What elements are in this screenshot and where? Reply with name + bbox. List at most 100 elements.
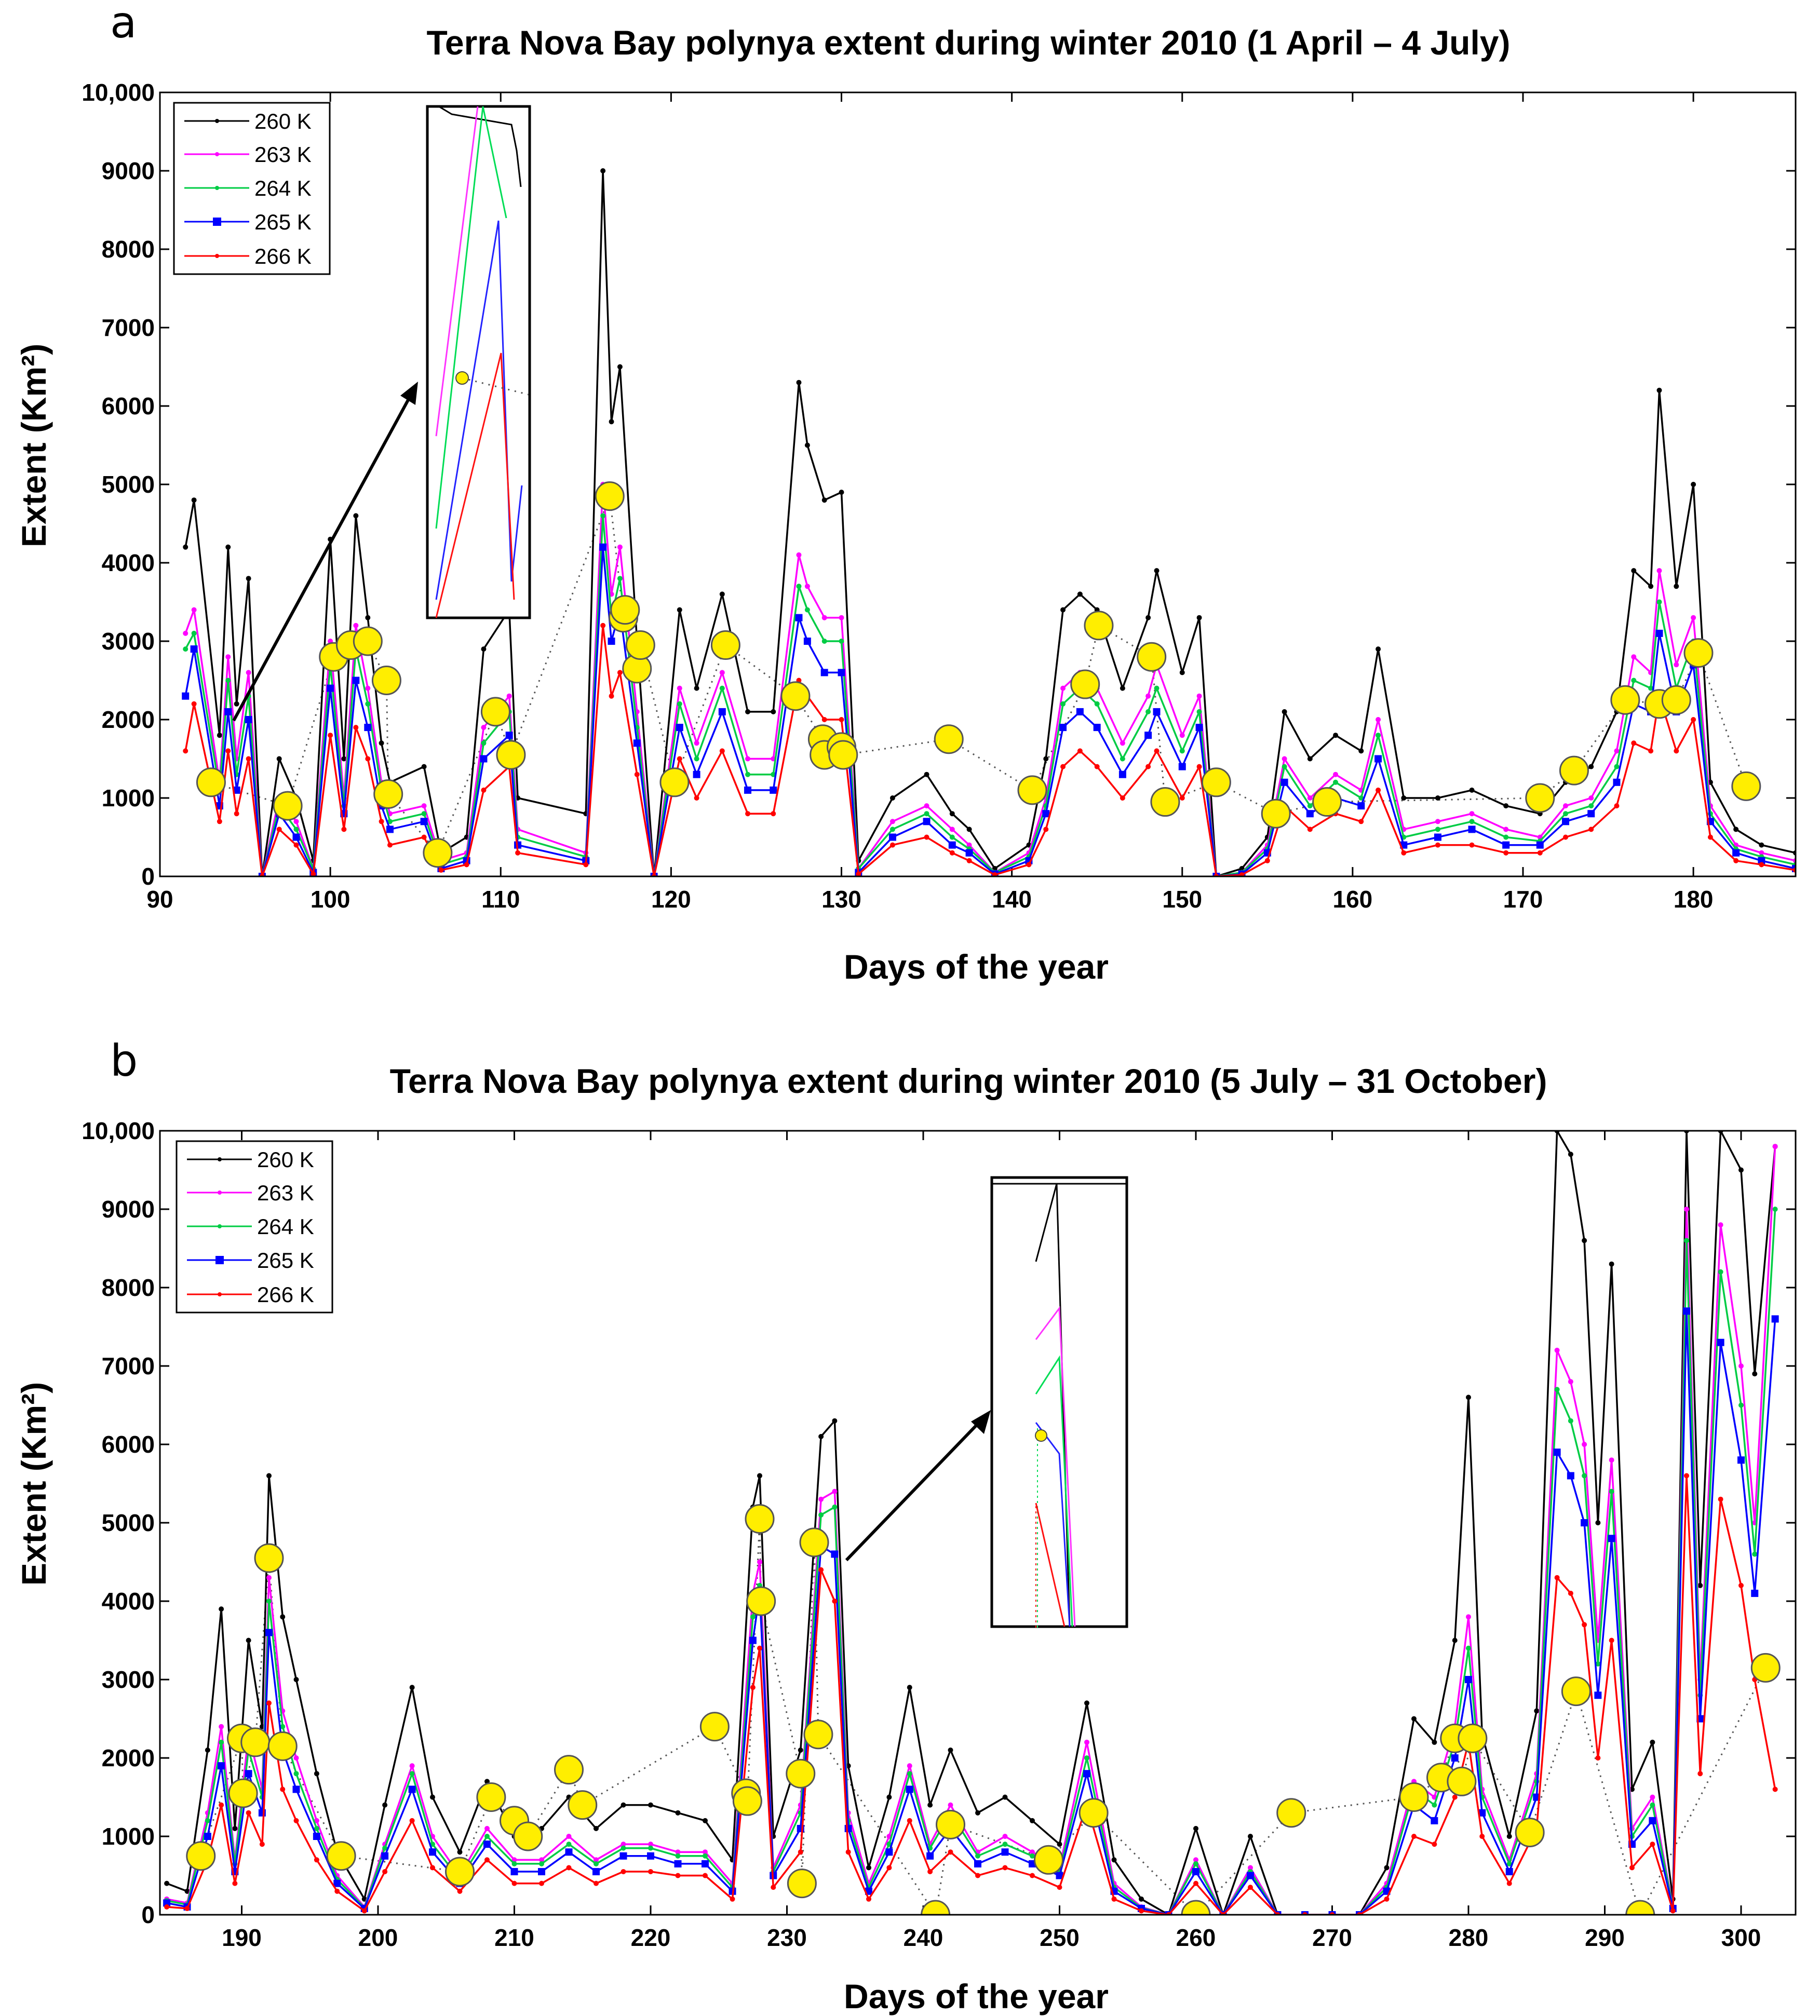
- panel-a-ylabel: Extent (Km²): [15, 344, 53, 547]
- panel-b-point-265k: [1771, 1315, 1779, 1323]
- panel-b-point-260k: [948, 1747, 953, 1753]
- panel-a-point-265k: [1280, 778, 1288, 786]
- inset-b-line-264k: [1035, 1355, 1073, 1627]
- panel-a-point-265k: [233, 786, 240, 794]
- panel-a-point-265k: [608, 638, 615, 645]
- panel-a-point-265k: [1655, 629, 1663, 637]
- panel-b-yellow-circle: [803, 1720, 833, 1750]
- panel-b-inset-arrowhead: [971, 1410, 991, 1434]
- panel-a-point-263k: [1120, 740, 1125, 746]
- panel-b-point-266k: [457, 1888, 463, 1894]
- panel-a-yellow-circle: [659, 767, 690, 797]
- panel-b-point-265k: [1594, 1692, 1602, 1699]
- panel-b-point-265k: [408, 1785, 416, 1793]
- panel-b-xtick-label: 280: [1449, 1924, 1489, 1951]
- panel-a-point-265k: [1093, 724, 1101, 732]
- panel-a-yellow-circle: [780, 681, 811, 711]
- panel-b-point-265k: [1083, 1770, 1090, 1778]
- panel-b-point-265k: [1737, 1456, 1745, 1464]
- panel-b-point-266k: [266, 1700, 272, 1706]
- panel-a-point-260k: [481, 646, 487, 652]
- panel-b-point-266k: [1432, 1842, 1437, 1847]
- panel-b-point-264k: [280, 1724, 286, 1729]
- panel-a-series-line-266k: [184, 625, 1796, 876]
- panel-b-point-264k: [219, 1739, 224, 1745]
- panel-a-point-265k: [327, 684, 334, 692]
- panel-a-point-263k: [924, 803, 929, 809]
- panel-b-point-264k: [1030, 1853, 1035, 1859]
- panel-b-point-263k: [1030, 1849, 1035, 1855]
- panel-a-point-263k: [839, 615, 844, 620]
- panel-b-point-264k: [293, 1771, 299, 1777]
- panel-a-yellow-circle: [625, 630, 655, 660]
- panel-a-point-265k: [364, 724, 372, 732]
- panel-a-point-264k: [600, 513, 606, 519]
- panel-a-point-266k: [1674, 748, 1679, 754]
- panel-b-point-266k: [1738, 1582, 1744, 1588]
- panel-b-point-260k: [818, 1433, 824, 1439]
- panel-b-ytick-label: 1000: [102, 1823, 155, 1850]
- panel-b-point-264k: [750, 1614, 756, 1620]
- panel-a-yellow-circle: [710, 630, 740, 660]
- panel-a-point-266k: [234, 811, 239, 817]
- panel-a-point-265k: [1758, 857, 1765, 864]
- panel-a-point-260k: [1333, 733, 1339, 738]
- panel-a-yellow-circle: [1312, 787, 1342, 817]
- panel-b-point-264k: [1650, 1802, 1655, 1808]
- panel-b-xtick-label: 240: [904, 1924, 943, 1951]
- panel-a-ticks: 0 1000 2000 3000 4000 5000 6000 7000 8000 9000 10,…: [82, 79, 1796, 913]
- panel-b-series-line-266k: [166, 1474, 1776, 1915]
- panel-a-point-266k: [1537, 850, 1543, 856]
- panel-b-point-264k: [1752, 1551, 1758, 1557]
- panel-b-point-260k: [675, 1810, 681, 1816]
- panel-a-yellow-circle: [1661, 685, 1691, 715]
- panel-b-point-266k: [1718, 1496, 1723, 1502]
- panel-b-point-264k: [409, 1771, 415, 1777]
- panel-a-point-263k: [1563, 803, 1569, 809]
- panel-b-point-263k: [511, 1857, 517, 1863]
- inset-b-line-266k: [1035, 1503, 1066, 1627]
- panel-a-point-260k: [379, 740, 384, 746]
- panel-a-point-263k: [1060, 685, 1066, 691]
- panel-b-ytick-label: 6000: [102, 1431, 155, 1458]
- panel-a-point-266k: [311, 871, 316, 876]
- panel-a-point-266k: [1077, 748, 1083, 754]
- panel-a-point-266k: [515, 850, 521, 856]
- panel-b-point-260k: [430, 1794, 435, 1800]
- panel-b-xtick-label: 210: [494, 1924, 534, 1951]
- panel-a-letter: a: [110, 0, 137, 48]
- panel-a-point-266k: [634, 772, 640, 777]
- legend-a-item-263k: 263 K: [184, 142, 312, 167]
- panel-b-point-260k: [1084, 1700, 1089, 1706]
- panel-a-point-266k: [966, 858, 972, 863]
- panel-b-point-265k: [245, 1770, 252, 1778]
- panel-a-ytick-label: 5000: [102, 471, 155, 498]
- panel-b-xtick-label: 250: [1040, 1924, 1080, 1951]
- panel-a-point-260k: [353, 513, 359, 519]
- panel-a-point-260k: [1691, 482, 1696, 487]
- panel-a-point-264k: [1503, 834, 1509, 840]
- panel-a-point-263k: [1333, 772, 1339, 777]
- panel-b-point-260k: [1595, 1520, 1601, 1525]
- panel-b-point-260k: [975, 1810, 980, 1816]
- panel-a-point-265k: [770, 786, 777, 794]
- panel-a-point-265k: [1732, 849, 1740, 857]
- panel-a-xtick-label: 140: [992, 886, 1032, 913]
- panel-b-point-260k: [1248, 1834, 1253, 1839]
- panel-b-point-266k: [1506, 1880, 1512, 1886]
- panel-b-point-265k: [844, 1824, 852, 1832]
- panel-a-point-260k: [1307, 756, 1313, 762]
- panel-b-legend: 260 K 263 K 264 K 265 K 266 K: [176, 1140, 333, 1314]
- panel-a-point-266k: [1469, 842, 1475, 848]
- panel-a-yellow-circle: [1137, 642, 1167, 672]
- panel-a-point-263k: [1691, 615, 1696, 620]
- panel-a-xtick-label: 170: [1503, 886, 1543, 913]
- panel-a-point-266k: [481, 787, 487, 793]
- panel-b-point-263k: [675, 1849, 681, 1855]
- panel-b-point-266k: [675, 1873, 681, 1878]
- panel-b-point-260k: [1568, 1152, 1573, 1157]
- panel-a-point-260k: [1120, 685, 1125, 691]
- legend-b-label-264k: 264 K: [257, 1214, 314, 1239]
- panel-a-point-264k: [719, 685, 725, 691]
- panel-a-point-266k: [1264, 858, 1270, 863]
